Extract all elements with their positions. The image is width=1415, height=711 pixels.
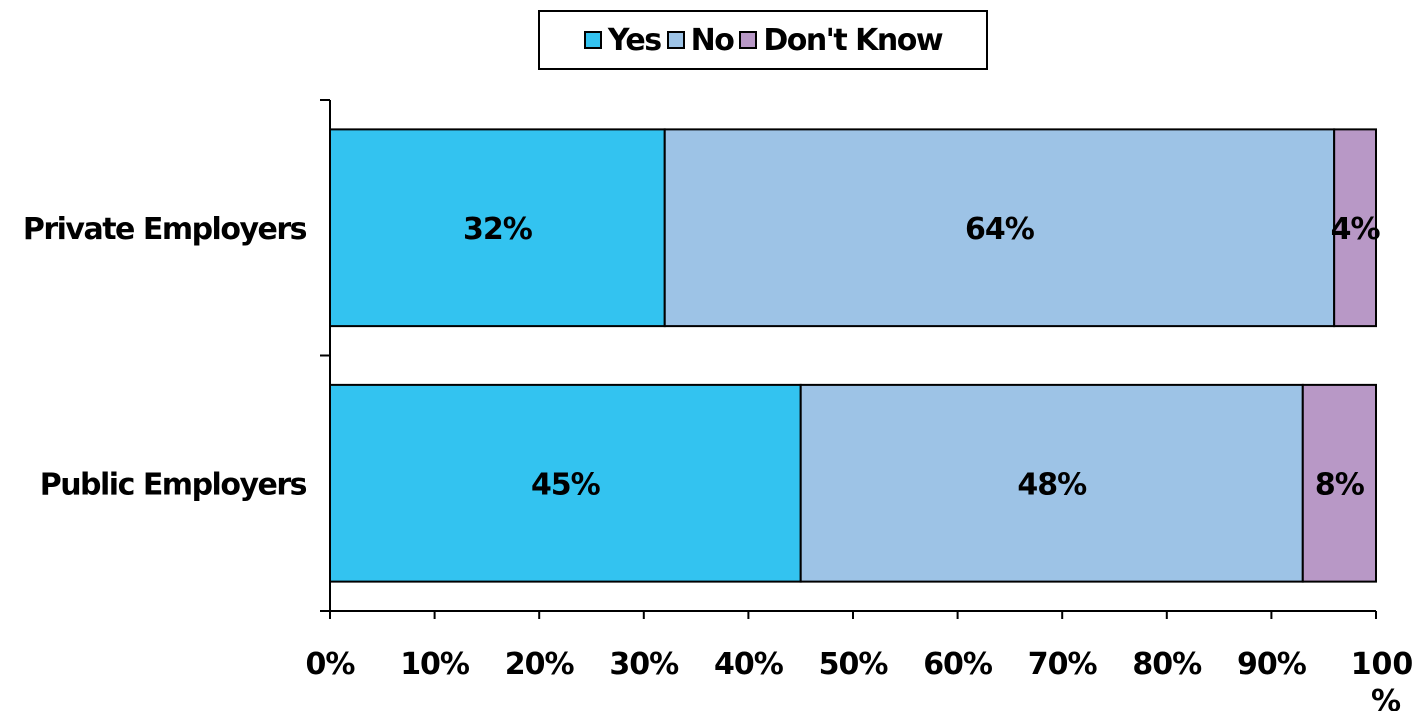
- legend-swatch-dont-know: [739, 31, 758, 49]
- x-tick-label: 100: [1351, 647, 1414, 682]
- x-tick-label-suffix: %: [1371, 684, 1401, 711]
- x-tick-label: 90%: [1237, 647, 1307, 682]
- category-label: Private Employers: [23, 212, 307, 247]
- data-label: 32%: [463, 212, 533, 247]
- x-tick-label: 0%: [306, 647, 356, 682]
- x-tick-label: 30%: [609, 647, 679, 682]
- legend-item-dont-know: Don't Know: [739, 22, 944, 58]
- legend-label-dont-know: Don't Know: [763, 22, 943, 58]
- chart-legend: Yes No Don't Know: [538, 10, 988, 70]
- legend-item-no: No: [666, 22, 735, 58]
- data-label: 8%: [1315, 467, 1365, 502]
- x-tick-label: 50%: [819, 647, 889, 682]
- legend-label-no: No: [690, 22, 735, 58]
- x-tick-label: 80%: [1132, 647, 1202, 682]
- legend-swatch-yes: [583, 31, 602, 49]
- data-label: 48%: [1017, 467, 1087, 502]
- x-tick-label: 40%: [714, 647, 784, 682]
- bar-segment: [1301, 383, 1378, 583]
- bar-segment: [329, 128, 666, 328]
- x-tick-label: 60%: [923, 647, 993, 682]
- bar-segment: [799, 383, 1304, 583]
- data-label: 45%: [531, 467, 601, 502]
- legend-swatch-no: [666, 31, 685, 49]
- bar-segment: [1333, 128, 1378, 328]
- x-tick-label: 10%: [400, 647, 470, 682]
- bar-segment: [329, 383, 802, 583]
- category-label: Public Employers: [40, 467, 307, 502]
- data-label: 4%: [1331, 212, 1381, 247]
- x-tick-label: 70%: [1028, 647, 1098, 682]
- legend-label-yes: Yes: [607, 22, 662, 58]
- x-tick-label: 20%: [505, 647, 575, 682]
- bar-segment: [663, 128, 1336, 328]
- data-label: 64%: [965, 212, 1035, 247]
- legend-item-yes: Yes: [583, 22, 662, 58]
